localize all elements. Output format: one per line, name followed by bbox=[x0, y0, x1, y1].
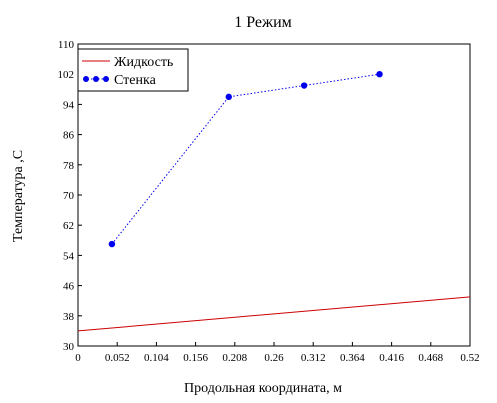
x-tick-label: 0 bbox=[75, 352, 81, 364]
x-tick-label: 0.416 bbox=[379, 352, 404, 364]
legend-swatch-wall-dot bbox=[83, 76, 89, 82]
x-tick-label: 0.468 bbox=[418, 352, 443, 364]
plot-area: 0 0.052 0.104 0.156 0.208 0.26 0.312 0.364 0.416… bbox=[58, 39, 480, 364]
y-tick-label: 46 bbox=[63, 281, 75, 293]
x-tick-label: 0.312 bbox=[301, 352, 326, 364]
series-wall-point bbox=[376, 71, 383, 78]
x-tick-label: 0.52 bbox=[460, 352, 479, 364]
y-tick-label: 102 bbox=[58, 69, 75, 81]
y-tick-label: 78 bbox=[63, 160, 75, 172]
series-liquid-line bbox=[77, 296, 471, 332]
legend-swatch-wall-dot bbox=[93, 76, 99, 82]
series-wall-point bbox=[300, 82, 308, 89]
series-wall-line bbox=[111, 73, 380, 245]
y-tick-label: 110 bbox=[58, 39, 75, 51]
y-axis-label: Температура ,С bbox=[11, 150, 26, 242]
y-tick-label: 38 bbox=[63, 311, 75, 323]
y-tick-label: 54 bbox=[63, 250, 75, 262]
x-tick-label: 0.364 bbox=[340, 352, 365, 364]
series-wall-point bbox=[108, 240, 116, 248]
legend-label-liquid: Жидкость bbox=[114, 55, 173, 70]
y-tick-label: 30 bbox=[63, 341, 75, 353]
y-tick-label: 94 bbox=[63, 99, 75, 111]
legend-box bbox=[77, 48, 189, 92]
x-tick-label: 0.104 bbox=[144, 352, 169, 364]
legend-label-wall: Стенка bbox=[114, 73, 157, 88]
y-tick-label: 62 bbox=[63, 220, 74, 232]
series-wall-point bbox=[225, 93, 232, 101]
x-axis-label: Продольная координата, м bbox=[184, 381, 342, 396]
series-layer bbox=[77, 71, 471, 332]
x-tick-label: 0.208 bbox=[222, 352, 247, 364]
y-tick-label: 86 bbox=[63, 130, 75, 142]
legend-swatch-wall bbox=[83, 76, 109, 82]
y-axis: 30 38 46 54 62 70 78 86 94 102 110 bbox=[58, 39, 82, 353]
x-tick-label: 0.052 bbox=[105, 352, 130, 364]
chart-title: 1 Режим bbox=[234, 14, 292, 31]
legend: Жидкость Стенка bbox=[77, 48, 189, 92]
y-tick-label: 70 bbox=[63, 190, 75, 202]
x-tick-label: 0.156 bbox=[183, 352, 208, 364]
x-axis: 0 0.052 0.104 0.156 0.208 0.26 0.312 0.364 0.416… bbox=[75, 342, 480, 364]
legend-swatch-wall-dot bbox=[103, 76, 109, 82]
x-tick-label: 0.26 bbox=[264, 352, 284, 364]
